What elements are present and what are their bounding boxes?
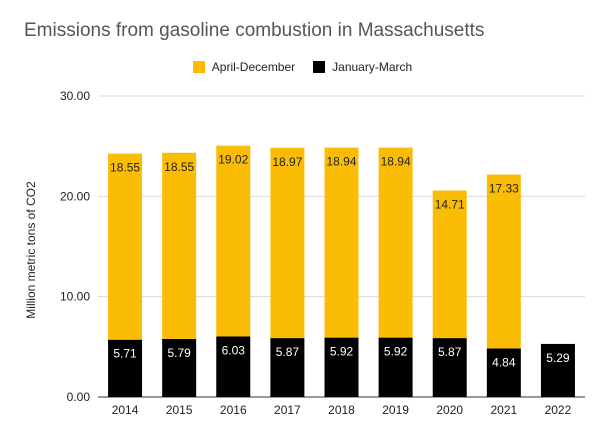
- data-label: 18.55: [110, 161, 140, 175]
- bar-january-march-2018: [324, 337, 359, 397]
- legend-label-april-december: April-December: [211, 60, 296, 74]
- legend-swatch-april-december: [192, 61, 205, 73]
- legend: April-December January-March: [0, 60, 605, 74]
- chart-title: Emissions from gasoline combustion in Ma…: [24, 20, 485, 41]
- data-label: 5.92: [384, 345, 408, 359]
- bar-april-december-2017: [270, 147, 305, 339]
- data-label: 18.94: [326, 155, 356, 169]
- x-tick-label: 2021: [490, 403, 517, 417]
- y-tick-label: 0.00: [67, 390, 91, 404]
- data-label: 5.29: [546, 351, 570, 365]
- bar-january-march-2019: [378, 337, 413, 397]
- x-tick-label: 2017: [274, 403, 301, 417]
- bar-april-december-2020: [432, 190, 467, 339]
- bars: 5.71 18.55 5.79 18.55 6.03 19.02 5.87 18.97 5.92…: [108, 145, 575, 397]
- data-label: 4.84: [492, 355, 516, 369]
- bar-january-march-2020: [432, 338, 467, 397]
- legend-item-april-december: April-December: [192, 60, 296, 74]
- x-tick-label: 2015: [166, 403, 193, 417]
- x-tick-label: 2014: [112, 403, 139, 417]
- legend-label-january-march: January-March: [332, 60, 413, 74]
- x-tick-label: 2019: [382, 403, 409, 417]
- bar-january-march-2017: [270, 338, 305, 397]
- data-label: 5.79: [167, 346, 191, 360]
- data-label: 18.55: [164, 160, 194, 174]
- bar-january-march-2022: [540, 343, 575, 397]
- data-label: 17.33: [489, 182, 519, 196]
- bar-january-march-2021: [486, 348, 521, 397]
- data-label: 18.94: [381, 155, 411, 169]
- x-tick-label: 2016: [220, 403, 247, 417]
- y-tick-label: 10.00: [60, 290, 90, 304]
- x-tick-label: 2022: [545, 403, 572, 417]
- data-label: 5.87: [276, 345, 300, 359]
- bar-january-march-2014: [108, 339, 143, 397]
- y-tick-label: 20.00: [60, 189, 90, 203]
- data-label: 18.97: [272, 155, 302, 169]
- axes: 0.00 10.00 20.00 30.00 2014 2015 2016 2017 2018 2…: [60, 89, 572, 417]
- data-label: 5.92: [330, 345, 354, 359]
- data-label: 5.87: [438, 345, 462, 359]
- legend-swatch-january-march: [313, 61, 326, 73]
- data-label: 5.71: [113, 347, 137, 361]
- bar-april-december-2021: [486, 174, 521, 349]
- legend-item-january-march: January-March: [313, 60, 412, 74]
- bar-april-december-2016: [216, 145, 251, 337]
- bar-january-march-2015: [162, 338, 197, 397]
- bar-january-march-2016: [216, 336, 251, 397]
- data-label: 14.71: [435, 198, 465, 212]
- x-tick-label: 2020: [436, 403, 463, 417]
- data-label: 6.03: [222, 343, 246, 357]
- bar-april-december-2014: [108, 153, 143, 340]
- data-label: 19.02: [218, 153, 248, 167]
- y-tick-label: 30.00: [60, 89, 90, 103]
- bar-april-december-2019: [378, 147, 413, 338]
- x-tick-label: 2018: [328, 403, 355, 417]
- bar-april-december-2015: [162, 152, 197, 339]
- bar-april-december-2018: [324, 147, 359, 338]
- y-axis-label: Million metric tons of CO2: [24, 181, 38, 319]
